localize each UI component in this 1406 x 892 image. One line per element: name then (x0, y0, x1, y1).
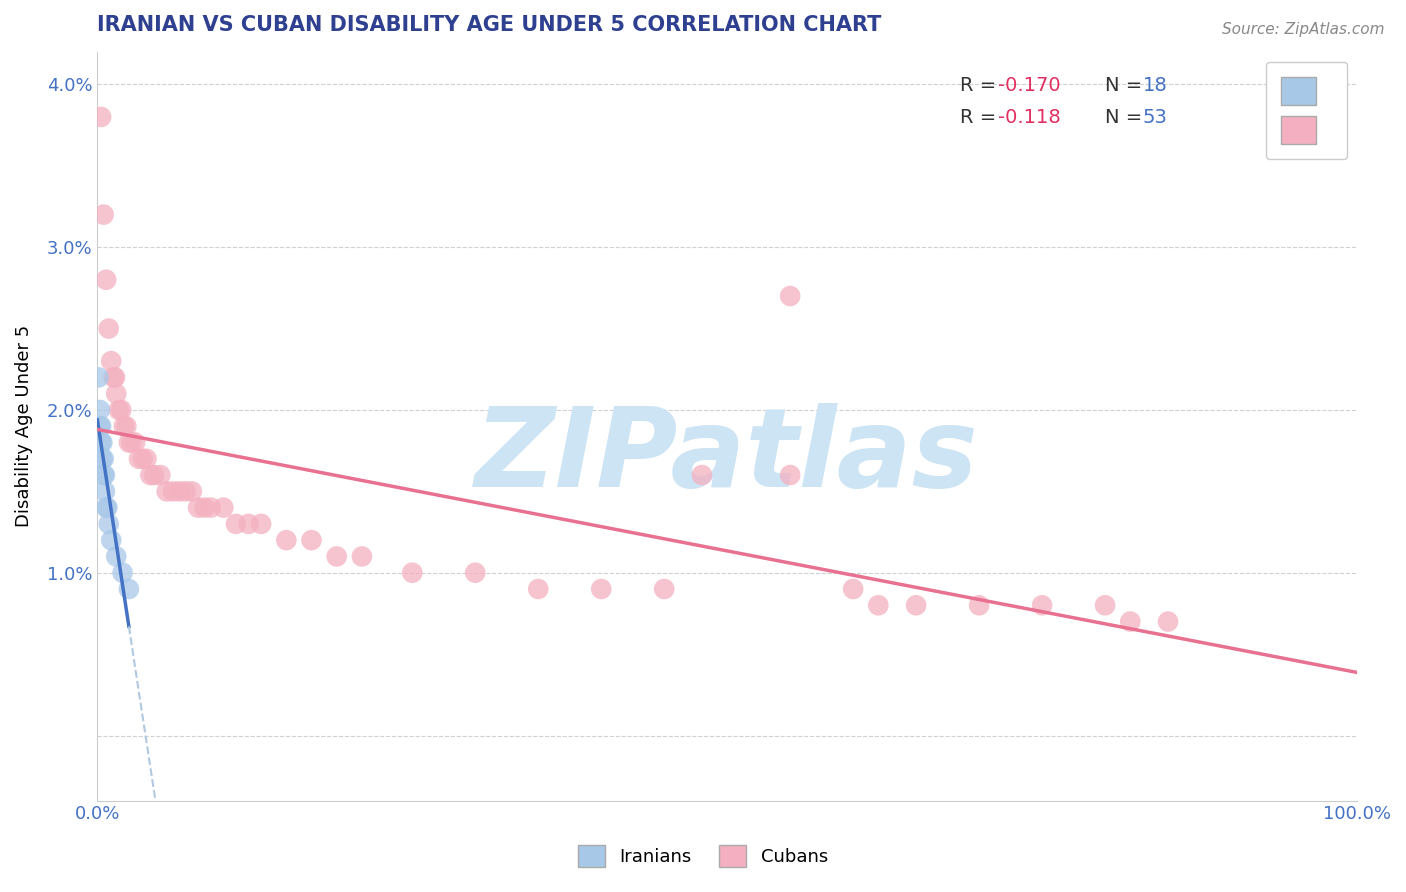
Point (200, 500, 222, 515)
Point (842, 582, 865, 596)
Point (100, 533, 122, 548)
Text: -0.170: -0.170 (998, 76, 1060, 95)
Point (139, 468, 162, 483)
Point (96, 500, 118, 515)
Point (401, 566, 423, 580)
Point (97, 516, 120, 531)
Text: R =: R = (960, 76, 1002, 95)
Point (464, 566, 486, 580)
Point (1094, 599, 1116, 613)
Legend: Iranians, Cubans: Iranians, Cubans (571, 838, 835, 874)
Point (105, 549, 128, 564)
Point (212, 500, 235, 515)
Point (779, 468, 801, 483)
Point (174, 484, 197, 499)
Point (90, 419, 112, 434)
Point (1157, 615, 1180, 629)
Point (149, 468, 172, 483)
Point (111, 566, 134, 580)
Point (1119, 615, 1142, 629)
Point (124, 435, 146, 450)
Legend: , : , (1265, 62, 1347, 160)
Point (162, 484, 184, 499)
Point (87, 370, 110, 384)
Point (110, 403, 132, 417)
Point (89, 419, 111, 434)
Point (93, 451, 115, 466)
Point (193, 500, 215, 515)
Point (91, 435, 114, 450)
Point (104, 370, 127, 384)
Point (97, 321, 120, 335)
Point (107, 403, 129, 417)
Point (128, 451, 150, 466)
Point (118, 435, 141, 450)
Point (89, 403, 111, 417)
Point (1031, 599, 1053, 613)
Point (187, 500, 209, 515)
Point (96, 500, 118, 515)
Point (350, 549, 373, 564)
Text: R =: R = (960, 108, 1002, 128)
Point (276, 533, 298, 548)
Point (118, 582, 141, 596)
Text: ZIPatlas: ZIPatlas (475, 402, 979, 509)
Point (238, 516, 260, 531)
Point (225, 516, 247, 531)
Point (135, 451, 157, 466)
Point (94, 484, 117, 499)
Point (120, 435, 142, 450)
Point (105, 386, 128, 401)
Text: 53: 53 (1143, 108, 1168, 128)
Point (156, 484, 179, 499)
Point (325, 549, 347, 564)
Point (103, 370, 125, 384)
Point (180, 484, 202, 499)
Point (967, 599, 990, 613)
Point (905, 599, 928, 613)
Y-axis label: Disability Age Under 5: Disability Age Under 5 (15, 325, 32, 527)
Point (93, 468, 115, 483)
Point (90, 435, 112, 450)
Point (690, 468, 713, 483)
Point (779, 289, 801, 303)
Point (94, 468, 117, 483)
Text: IRANIAN VS CUBAN DISABILITY AGE UNDER 5 CORRELATION CHART: IRANIAN VS CUBAN DISABILITY AGE UNDER 5 … (97, 15, 882, 35)
Point (91, 451, 114, 466)
Point (115, 419, 138, 434)
Text: N =: N = (1105, 108, 1149, 128)
Text: Source: ZipAtlas.com: Source: ZipAtlas.com (1222, 22, 1385, 37)
Point (167, 484, 190, 499)
Point (143, 468, 166, 483)
Point (100, 354, 122, 368)
Point (93, 208, 115, 222)
Point (90, 110, 112, 124)
Point (527, 582, 550, 596)
Point (652, 582, 675, 596)
Point (591, 582, 613, 596)
Text: N =: N = (1105, 76, 1149, 95)
Text: -0.118: -0.118 (998, 108, 1060, 128)
Point (132, 451, 155, 466)
Point (250, 516, 273, 531)
Point (112, 419, 135, 434)
Point (868, 599, 890, 613)
Point (301, 533, 323, 548)
Text: 18: 18 (1143, 76, 1167, 95)
Point (96, 273, 118, 287)
